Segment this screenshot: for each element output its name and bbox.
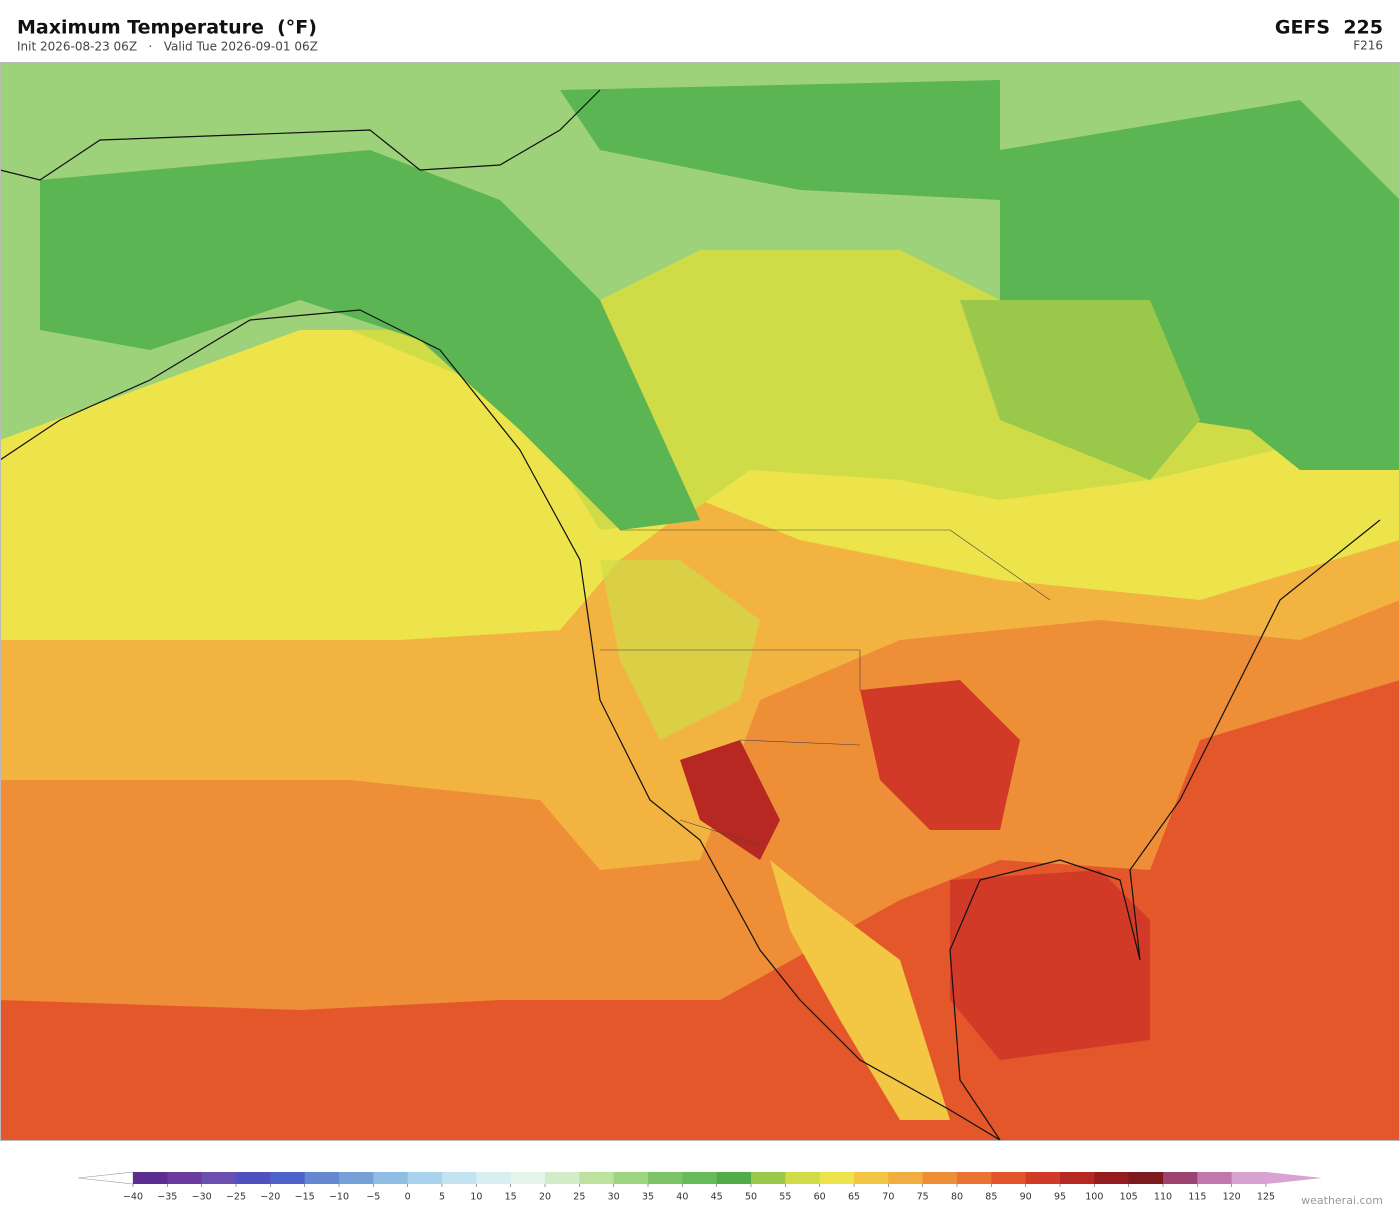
colorbar-tick-label: 55 xyxy=(779,1192,791,1203)
colorbar-segment xyxy=(442,1172,477,1184)
colorbar-tick-label: 75 xyxy=(917,1192,929,1203)
colorbar-tick-label: 70 xyxy=(882,1192,894,1203)
colorbar-tick-label: 65 xyxy=(848,1192,860,1203)
forecast-hour: F216 xyxy=(1353,39,1383,53)
colorbar-segment xyxy=(339,1172,374,1184)
colorbar-segment xyxy=(1128,1172,1164,1184)
title: Maximum Temperature (°F) xyxy=(17,17,317,39)
border xyxy=(600,529,1051,846)
colorbar-segment xyxy=(1197,1172,1233,1184)
colorbar-segment xyxy=(133,1172,168,1184)
colorbar: −40 −35 −30 −25 −20 −15 −10 −5 0 5 10 15 20 25 30 35 40 4… xyxy=(77,1171,1322,1203)
colorbar-tick-label: −15 xyxy=(295,1192,315,1203)
colorbar-tick-label: 115 xyxy=(1188,1192,1206,1203)
colorbar-segment xyxy=(510,1172,546,1184)
colorbar-segment xyxy=(476,1172,512,1184)
field xyxy=(960,300,1200,480)
colorbar-segment xyxy=(545,1172,580,1184)
colorbar-segment xyxy=(1094,1172,1130,1184)
colorbar-segment xyxy=(1060,1172,1095,1184)
field xyxy=(860,680,1020,830)
colorbar-tick-label: 5 xyxy=(439,1192,445,1203)
colorbar-tick-label: −20 xyxy=(260,1192,280,1203)
colorbar-segment xyxy=(648,1172,683,1184)
field xyxy=(950,870,1150,1060)
colorbar-tick-label: 40 xyxy=(676,1192,688,1203)
colorbar-tick-label: 30 xyxy=(608,1192,620,1203)
colorbar-segment xyxy=(819,1172,855,1184)
colorbar-segment xyxy=(1163,1172,1198,1184)
colorbar-segment xyxy=(957,1172,992,1184)
colorbar-segment xyxy=(716,1172,752,1184)
colorbar-segment xyxy=(407,1172,443,1184)
colorbar-tick-label: −5 xyxy=(366,1192,380,1203)
colorbar-segment xyxy=(922,1172,958,1184)
colorbar-segment xyxy=(613,1172,649,1184)
colorbar-tick-label: 0 xyxy=(405,1192,411,1203)
colorbar-tick-label: 60 xyxy=(814,1192,826,1203)
colorbar-tick-label: 95 xyxy=(1054,1192,1066,1203)
colorbar-tick-label: 85 xyxy=(985,1192,997,1203)
colorbar-over xyxy=(1266,1172,1322,1184)
field xyxy=(560,80,1000,200)
colorbar-segment xyxy=(1231,1172,1267,1184)
colorbar-segment xyxy=(1025,1172,1061,1184)
colorbar-tick-label: 20 xyxy=(539,1192,551,1203)
field xyxy=(40,150,700,530)
colorbar-tick-label: 35 xyxy=(642,1192,654,1203)
colorbar-tick-label: −10 xyxy=(329,1192,349,1203)
colorbar-tick-label: −35 xyxy=(157,1192,177,1203)
model: GEFS 225 xyxy=(1275,17,1383,39)
colorbar-segment xyxy=(304,1172,340,1184)
colorbar-tick-label: 120 xyxy=(1223,1192,1241,1203)
colorbar-segment xyxy=(682,1172,718,1184)
field xyxy=(770,860,950,1120)
subtitle: Init 2026-08-23 06Z · Valid Tue 2026-09-… xyxy=(17,40,318,54)
map xyxy=(0,62,1400,1141)
colorbar-segment xyxy=(270,1172,306,1184)
colorbar-tick-label: 50 xyxy=(745,1192,757,1203)
colorbar-tick-label: 45 xyxy=(711,1192,723,1203)
colorbar-segment xyxy=(579,1172,615,1184)
colorbar-segment xyxy=(991,1172,1027,1184)
coastline xyxy=(0,89,1381,1140)
colorbar-tick-label: 10 xyxy=(470,1192,482,1203)
colorbar-segment xyxy=(751,1172,786,1184)
colorbar-tick-label: 105 xyxy=(1120,1192,1138,1203)
colorbar-tick-label: −25 xyxy=(226,1192,246,1203)
watermark: weatherai.com xyxy=(1301,1194,1383,1207)
colorbar-segment xyxy=(785,1172,821,1184)
colorbar-segment xyxy=(201,1172,237,1184)
colorbar-tick-label: 125 xyxy=(1257,1192,1275,1203)
colorbar-tick-label: 90 xyxy=(1020,1192,1032,1203)
colorbar-segment xyxy=(373,1172,409,1184)
colorbar-tick-label: 15 xyxy=(505,1192,517,1203)
colorbar-segment xyxy=(854,1172,889,1184)
colorbar-segment xyxy=(888,1172,924,1184)
colorbar-segment xyxy=(236,1172,271,1184)
colorbar-tick-label: 100 xyxy=(1085,1192,1103,1203)
colorbar-segment xyxy=(167,1172,203,1184)
colorbar-tick-label: 80 xyxy=(951,1192,963,1203)
field xyxy=(680,740,780,860)
colorbar-tick-label: −40 xyxy=(123,1192,143,1203)
colorbar-tick-label: 110 xyxy=(1154,1192,1172,1203)
colorbar-tick-label: −30 xyxy=(192,1192,212,1203)
colorbar-tick-label: 25 xyxy=(573,1192,585,1203)
